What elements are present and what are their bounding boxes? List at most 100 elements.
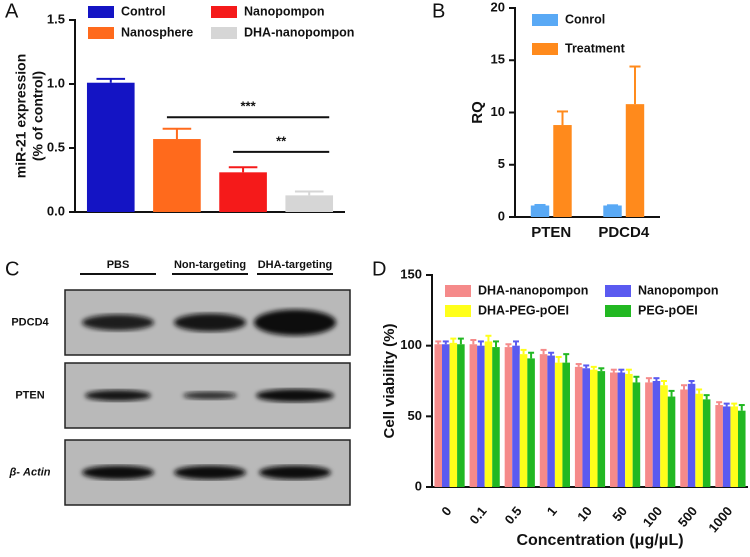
legend-label: PEG-pOEI (638, 303, 698, 317)
bar (715, 405, 723, 487)
bar (590, 370, 598, 487)
y-tick-label: 0 (415, 478, 422, 493)
y-axis-label: miR-21 expression (13, 54, 29, 179)
error-bar (548, 353, 554, 356)
bar (512, 346, 520, 487)
error-bar (661, 381, 667, 385)
x-tick-label: 10 (574, 503, 595, 524)
panel-label: A (5, 0, 19, 22)
panel-label: B (432, 0, 445, 22)
error-bar (629, 67, 640, 105)
legend-swatch (88, 6, 114, 18)
error-bar (598, 368, 604, 371)
legend-swatch (211, 27, 237, 39)
bar (470, 344, 478, 487)
legend-swatch (445, 285, 471, 297)
bar (688, 384, 696, 487)
bar (457, 344, 465, 487)
bar (555, 363, 563, 487)
error-bar (626, 370, 632, 374)
y-tick-label: 150 (400, 266, 422, 281)
x-tick-label: 0.1 (466, 503, 489, 526)
bar (723, 406, 731, 487)
bar (505, 347, 513, 487)
error-bar (731, 404, 737, 407)
bar (730, 406, 738, 487)
error-bar (618, 370, 624, 373)
error-bar (556, 357, 562, 363)
blot-band (256, 389, 334, 402)
error-bar (704, 395, 710, 399)
error-bar (716, 402, 722, 405)
bar (531, 206, 549, 217)
x-tick-label: 1000 (705, 503, 735, 535)
error-bar (591, 367, 597, 370)
error-bar (611, 370, 617, 373)
blot-band (259, 466, 331, 480)
error-bar (528, 353, 534, 359)
bar (582, 368, 590, 487)
x-tick-label: PDCD4 (598, 224, 650, 241)
error-bar (681, 385, 687, 389)
legend-swatch (211, 6, 237, 18)
error-bar (443, 341, 449, 344)
error-bar (557, 111, 568, 125)
bar (668, 397, 676, 487)
error-bar (696, 389, 702, 393)
error-bar (646, 378, 652, 382)
significance-label: *** (240, 99, 256, 114)
bar (450, 343, 458, 487)
error-bar (583, 365, 589, 368)
legend-swatch (445, 305, 471, 317)
error-bar (563, 354, 569, 362)
y-tick-label: 20 (491, 0, 505, 14)
y-tick-label: 0.0 (47, 203, 65, 218)
bar (633, 382, 641, 487)
row-label: PTEN (15, 389, 44, 401)
y-axis-label: (% of control) (30, 71, 46, 161)
y-tick-label: 1.5 (47, 11, 65, 26)
legend-label: Nanopompon (638, 283, 719, 297)
error-bar (435, 341, 441, 344)
bar (442, 344, 450, 487)
error-bar (96, 79, 125, 83)
error-bar (450, 339, 456, 343)
y-tick-label: 10 (491, 104, 505, 119)
bar (645, 382, 653, 487)
y-tick-label: 0.5 (47, 139, 65, 154)
lane-label: PBS (107, 259, 130, 271)
x-tick-label: PTEN (531, 224, 571, 241)
blot-band (82, 466, 154, 480)
bar (553, 125, 571, 217)
bar (87, 83, 135, 212)
legend-swatch (605, 305, 631, 317)
x-tick-label: 0.5 (502, 503, 525, 526)
legend-swatch (532, 43, 558, 55)
bar (285, 195, 333, 212)
bar (520, 354, 528, 487)
bar (477, 346, 485, 487)
blot-band (174, 466, 246, 480)
legend-swatch (532, 14, 558, 26)
bar (153, 139, 201, 212)
x-tick-label: 500 (675, 503, 700, 529)
bar (695, 394, 703, 487)
bar (598, 371, 606, 487)
blot-band (82, 315, 154, 331)
lane-label: DHA-targeting (258, 259, 333, 271)
y-axis-label: Cell viability (%) (381, 323, 398, 438)
bar (575, 367, 583, 487)
bar (485, 341, 493, 487)
legend-label: Control (121, 4, 165, 18)
y-tick-label: 0 (498, 208, 505, 223)
legend-label: Nanosphere (121, 25, 193, 39)
error-bar (669, 391, 675, 397)
bar (547, 356, 555, 487)
error-bar (633, 377, 639, 383)
bar (610, 373, 618, 487)
error-bar (739, 405, 745, 411)
blot-band (85, 390, 151, 401)
row-label: PDCD4 (11, 316, 49, 328)
significance-label: ** (276, 133, 287, 148)
